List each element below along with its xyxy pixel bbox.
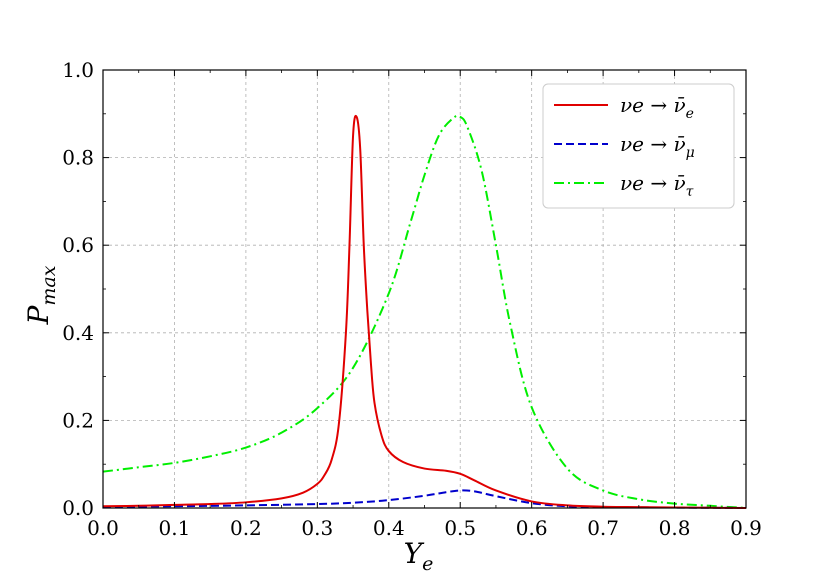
series-layer — [102, 114, 747, 509]
x-tick-label: 0.6 — [516, 516, 548, 540]
legend-label-2: νe → ν̄τ — [620, 171, 694, 200]
y-tick-label: 0.0 — [62, 496, 94, 520]
series-line-2 — [102, 114, 747, 509]
y-tick-label: 0.8 — [62, 146, 94, 170]
y-tick-label: 1.0 — [62, 58, 94, 82]
series-line-0 — [102, 114, 747, 509]
x-tick-label: 0.2 — [230, 516, 262, 540]
x-tick-label: 0.9 — [730, 516, 762, 540]
x-tick-label: 0.8 — [659, 516, 691, 540]
y-axis-title: Pmax — [22, 265, 60, 325]
x-tick-label: 0.0 — [87, 516, 119, 540]
legend-label-0: νe → ν̄e — [620, 93, 694, 122]
x-tick-label: 0.7 — [587, 516, 619, 540]
ticks: 0.0 0.1 0.2 0.3 0.4 0.5 0.6 0.7 0.8 0.9 0.0 0.2 0.4 0… — [62, 58, 762, 540]
y-tick-label: 0.6 — [62, 233, 94, 257]
y-tick-label: 0.2 — [62, 408, 94, 432]
x-tick-label: 0.5 — [444, 516, 476, 540]
x-tick-label: 0.3 — [301, 516, 333, 540]
y-tick-label: 0.4 — [62, 321, 94, 345]
x-tick-label: 0.1 — [159, 516, 191, 540]
x-axis-title: Ye — [404, 537, 434, 575]
legend-box — [542, 83, 735, 209]
x-tick-label: 0.4 — [373, 516, 405, 540]
legend: νe → ν̄e νe → ν̄μ νe → ν̄τ — [542, 83, 735, 209]
legend-label-1: νe → ν̄μ — [620, 132, 695, 161]
